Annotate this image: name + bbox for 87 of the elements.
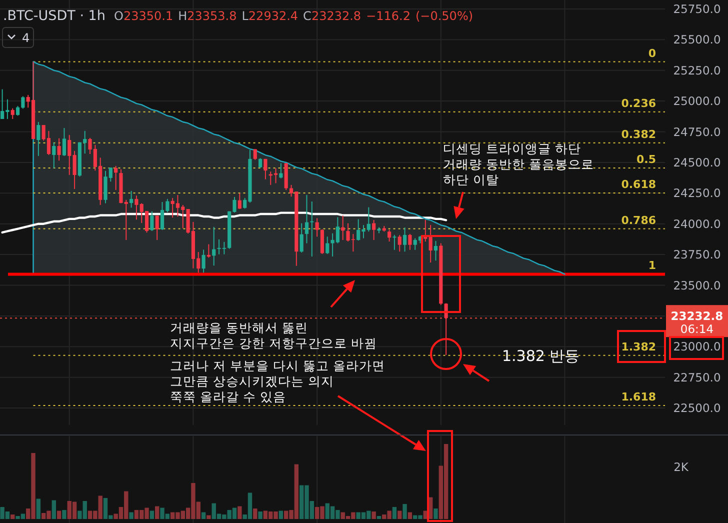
y-tick-label: 25250.0: [673, 63, 721, 78]
candlestick: [326, 236, 330, 254]
y-tick-label: 22500.0: [673, 401, 721, 416]
bar: [52, 500, 56, 519]
candlestick: [150, 210, 154, 232]
bar: [402, 504, 407, 519]
candlestick: [304, 194, 309, 244]
bar: [201, 512, 206, 519]
y-tick-label: 24000.0: [673, 216, 721, 231]
candlestick: [10, 108, 14, 120]
y-tick-label: 24500.0: [673, 155, 721, 170]
annotation: 1.382 반등: [502, 347, 580, 365]
ref-line-label: 23232.8: [670, 309, 724, 324]
candlestick: [155, 215, 159, 240]
candlestick: [315, 218, 319, 238]
y-tick-label: 24250.0: [673, 186, 721, 200]
candlestick: [52, 142, 56, 169]
annotation: 0.618: [621, 178, 656, 192]
line-series: [1, 212, 448, 234]
candlestick: [202, 249, 206, 274]
bar: [62, 510, 66, 519]
candlestick: [130, 190, 134, 208]
candlestick: [434, 240, 438, 262]
bar: [376, 516, 382, 519]
bar: [36, 498, 41, 519]
y-tick-label: 22750.0: [673, 370, 721, 384]
bar: [392, 507, 397, 519]
candlestick: [212, 226, 216, 266]
bar: [278, 510, 284, 519]
candlestick: [57, 138, 61, 162]
annotation: 1: [648, 259, 656, 272]
candlestick: [16, 105, 20, 116]
annotation: 0.5: [636, 152, 656, 166]
candlestick: [402, 227, 407, 252]
candlestick: [258, 158, 262, 168]
candlestick: [21, 96, 25, 110]
candlestick: [62, 127, 66, 156]
text: .BTC-USDT · 1h: [3, 8, 106, 24]
bar: [155, 506, 160, 519]
bar: [408, 512, 412, 519]
bar: [238, 506, 242, 519]
annotation: 그러나 저 부분을 다시 뚫고 올라가면 그만큼 상승시키겠다는 의지 쭉쭉 올라갈 수 있음: [170, 358, 385, 404]
annotation: 0: [648, 46, 656, 60]
candlestick: [36, 121, 40, 156]
candlestick: [264, 158, 268, 180]
candlestick: [398, 234, 402, 252]
candlestick: [310, 201, 314, 258]
annotation: 거래량을 동반해서 뚫린 지지구간은 강한 저항구간으로 바뀜: [170, 320, 377, 350]
candlestick: [253, 148, 257, 160]
y-tick-label: 23750.0: [673, 248, 721, 262]
annotation: 0.786: [621, 214, 656, 227]
bar: [258, 512, 262, 519]
candlestick: [279, 162, 283, 179]
y-tick-label: 23500.0: [673, 278, 721, 292]
y-tick-label: 23000.0: [673, 340, 721, 354]
y-tick-label: 25500.0: [673, 32, 721, 47]
bar: [434, 508, 438, 519]
annotation: 1.618: [621, 390, 656, 404]
annotation: 0.382: [621, 128, 656, 141]
candlestick: [408, 233, 412, 250]
candlestick: [388, 229, 392, 242]
bar: [253, 508, 258, 519]
candlestick: [114, 165, 118, 190]
candlestick: [320, 228, 324, 254]
annotation: 디센딩 트라이앵글 하단 거래량 동반한 풀음봉으로 하단 이탈: [443, 141, 594, 187]
candlestick: [413, 238, 417, 250]
bar: [150, 510, 154, 519]
annotation: 0.236: [621, 96, 656, 110]
candlestick: [392, 234, 396, 250]
bar: [206, 515, 211, 519]
annotation: 4: [22, 31, 30, 45]
bar: [56, 510, 62, 519]
candlestick: [428, 224, 432, 264]
bar: [398, 510, 402, 519]
y-tick-label: 24750.0: [673, 124, 721, 139]
text: 2K: [674, 460, 689, 474]
text: 06:14: [680, 322, 714, 336]
bar: [10, 514, 15, 519]
candlestick: [372, 219, 376, 240]
candlestick: [300, 222, 304, 254]
bar: [129, 512, 134, 519]
candlestick: [238, 192, 242, 210]
text: O23350.1 H23353.8 L22932.4 C23232.8 −116.2 (−0.50%): [114, 9, 474, 23]
annotation: 1.382: [621, 340, 656, 354]
bar: [372, 512, 376, 519]
y-tick-label: 25000.0: [673, 94, 721, 108]
y-tick-label: 25750.0: [673, 2, 721, 16]
